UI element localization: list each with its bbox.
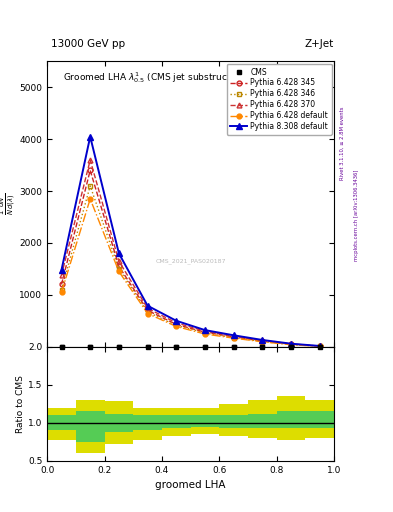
Pythia 6.428 345 [88,167,93,174]
Pythia 8.308 default [317,343,322,349]
Pythia 6.428 default [174,324,179,330]
Legend: CMS, Pythia 6.428 345, Pythia 6.428 346, Pythia 6.428 370, Pythia 6.428 default,: CMS, Pythia 6.428 345, Pythia 6.428 346,… [226,63,332,135]
Pythia 6.428 default [231,335,236,341]
Pythia 8.308 default [116,250,121,257]
Pythia 6.428 346 [288,342,293,348]
Y-axis label: Ratio to CMS: Ratio to CMS [16,375,25,433]
Line: Pythia 8.308 default: Pythia 8.308 default [59,134,323,349]
CMS [116,344,121,350]
Pythia 6.428 346 [145,309,150,315]
Pythia 6.428 370 [288,341,293,347]
Pythia 6.428 370 [88,157,93,163]
Pythia 8.308 default [231,332,236,338]
Pythia 6.428 default [59,289,64,295]
CMS [59,344,64,350]
Pythia 6.428 346 [260,338,265,345]
Pythia 6.428 370 [231,333,236,339]
Pythia 8.308 default [288,340,293,347]
Pythia 6.428 346 [317,343,322,349]
Pythia 6.428 345 [116,263,121,269]
CMS [260,344,265,350]
CMS [88,344,93,350]
Y-axis label: $\frac{1}{N}\frac{dN}{d(\lambda)}$: $\frac{1}{N}\frac{dN}{d(\lambda)}$ [0,193,17,215]
Pythia 6.428 370 [317,343,322,349]
Text: Rivet 3.1.10, ≥ 2.8M events: Rivet 3.1.10, ≥ 2.8M events [340,106,345,180]
CMS [145,344,150,350]
CMS [317,344,322,350]
Pythia 8.308 default [174,317,179,324]
Pythia 6.428 345 [145,307,150,313]
Line: Pythia 6.428 default: Pythia 6.428 default [59,197,322,349]
Pythia 6.428 346 [116,266,121,272]
Pythia 6.428 345 [203,329,208,335]
Line: Pythia 6.428 370: Pythia 6.428 370 [59,158,322,349]
Pythia 6.428 370 [260,337,265,344]
Pythia 6.428 default [88,196,93,202]
Text: CMS_2021_PAS020187: CMS_2021_PAS020187 [155,258,226,264]
X-axis label: groomed LHA: groomed LHA [155,480,226,490]
Pythia 6.428 370 [116,258,121,264]
Text: Z+Jet: Z+Jet [305,38,334,49]
Line: CMS: CMS [59,344,322,349]
Text: 13000 GeV pp: 13000 GeV pp [51,38,125,49]
Pythia 6.428 345 [260,338,265,344]
Text: mcplots.cern.ch [arXiv:1306.3436]: mcplots.cern.ch [arXiv:1306.3436] [354,169,359,261]
Pythia 6.428 default [116,268,121,274]
Pythia 6.428 346 [174,323,179,329]
Pythia 6.428 default [288,342,293,348]
Pythia 6.428 345 [231,334,236,340]
CMS [288,344,293,350]
Line: Pythia 6.428 346: Pythia 6.428 346 [59,183,322,349]
Pythia 8.308 default [145,303,150,309]
Pythia 6.428 345 [288,341,293,347]
Pythia 8.308 default [203,327,208,333]
Pythia 6.428 370 [203,328,208,334]
Pythia 6.428 default [260,339,265,345]
Pythia 8.308 default [88,134,93,140]
Pythia 6.428 370 [145,305,150,311]
CMS [203,344,208,350]
Line: Pythia 6.428 345: Pythia 6.428 345 [59,168,322,349]
Pythia 6.428 346 [231,334,236,340]
Pythia 6.428 345 [174,322,179,328]
Pythia 6.428 345 [317,343,322,349]
CMS [174,344,179,350]
Pythia 8.308 default [59,267,64,273]
Pythia 6.428 default [145,310,150,316]
Pythia 6.428 default [203,331,208,337]
Pythia 6.428 default [317,343,322,349]
CMS [231,344,236,350]
Text: Groomed LHA $\lambda^{1}_{0.5}$ (CMS jet substructure): Groomed LHA $\lambda^{1}_{0.5}$ (CMS jet… [63,70,249,85]
Pythia 6.428 346 [88,183,93,189]
Pythia 6.428 345 [59,282,64,288]
Pythia 6.428 346 [59,287,64,293]
Pythia 6.428 370 [59,272,64,278]
Pythia 6.428 346 [203,330,208,336]
Pythia 6.428 370 [174,320,179,326]
Pythia 8.308 default [260,337,265,343]
